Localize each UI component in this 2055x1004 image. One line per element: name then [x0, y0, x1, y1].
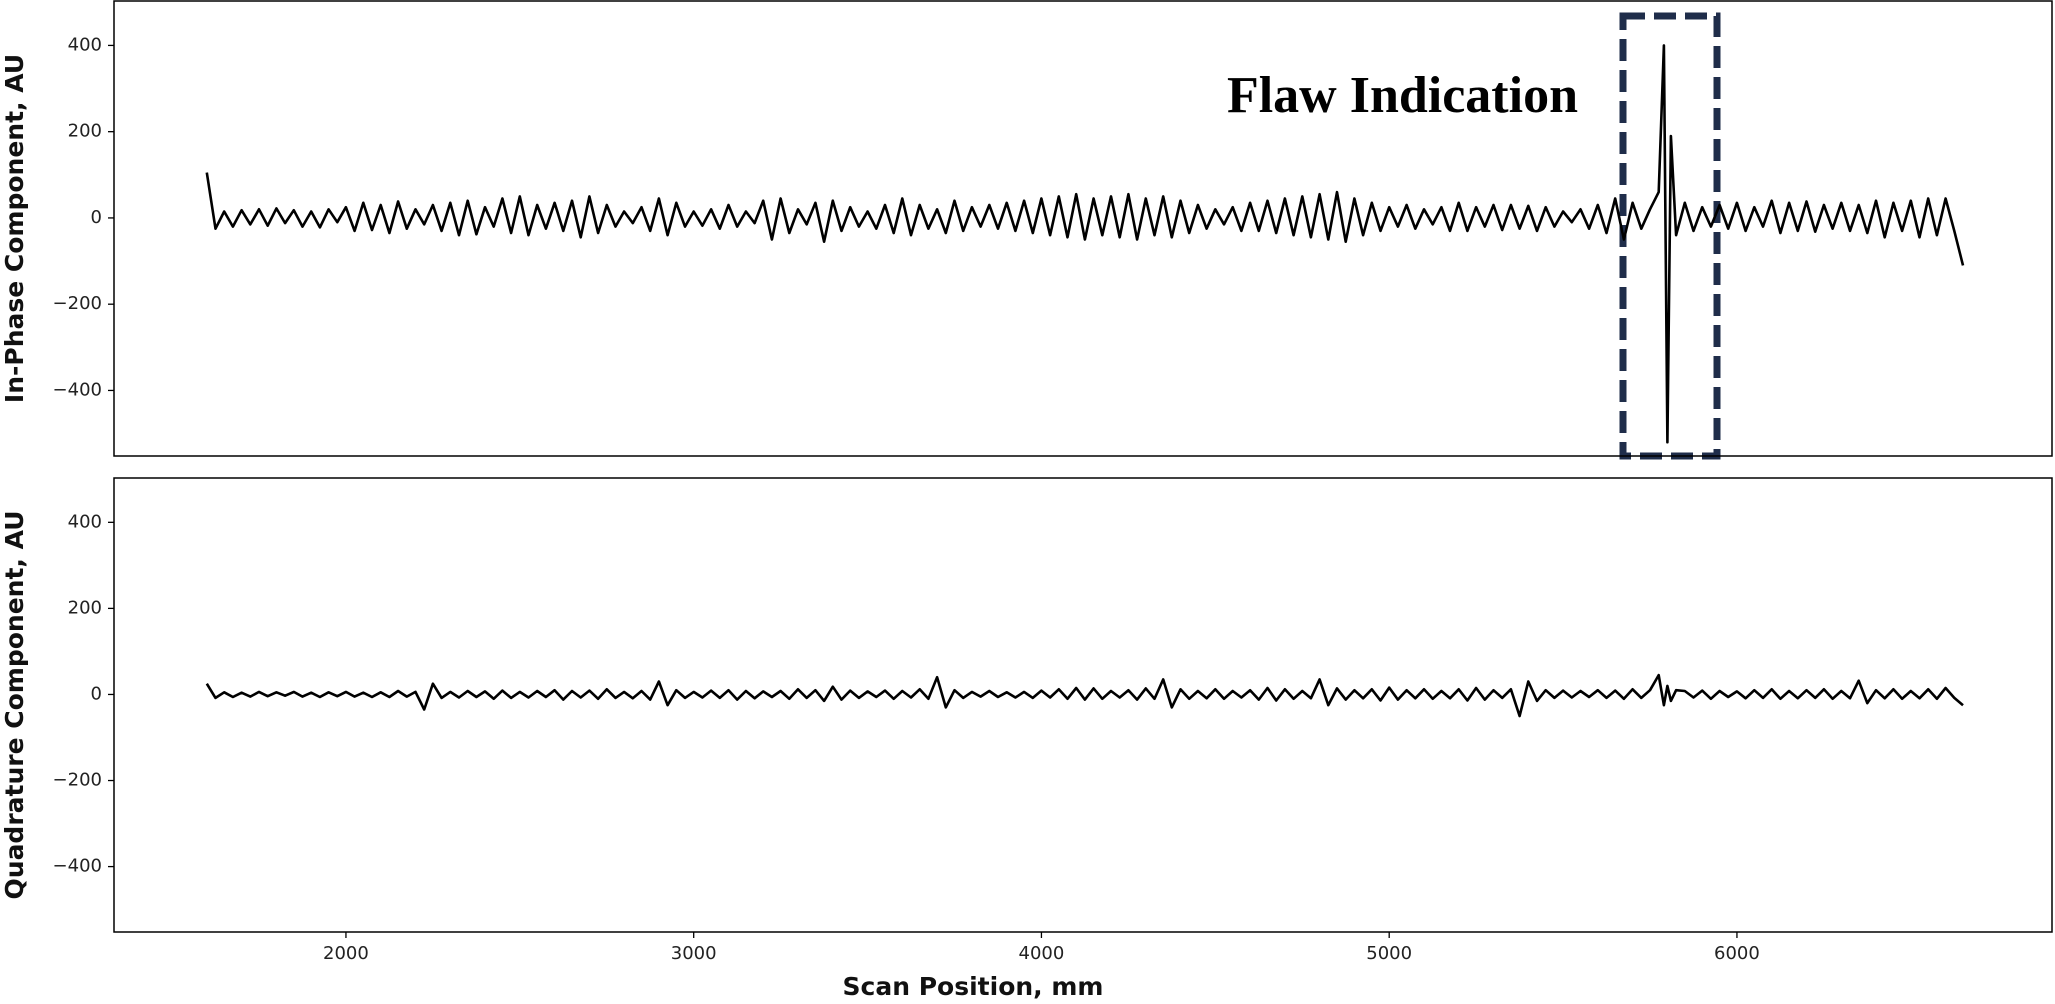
y-axis-label: In-Phase Component, AU: [0, 54, 29, 403]
y-tick-label: −400: [53, 379, 102, 400]
axes-frame: [113, 477, 2053, 933]
y-tick-label: −400: [53, 856, 102, 877]
axes-frame: [113, 0, 2053, 457]
x-axis-label: Scan Position, mm: [843, 972, 1104, 1001]
x-tick-label: 5000: [1366, 943, 1412, 964]
y-tick-label: −200: [53, 770, 102, 791]
y-tick-label: 0: [91, 683, 102, 704]
signal-line: [205, 44, 1965, 444]
annotation: Flaw Indication: [1227, 67, 1578, 124]
x-tick-label: 2000: [323, 943, 369, 964]
y-tick-label: 400: [68, 511, 102, 532]
x-tick-label: 4000: [1019, 943, 1065, 964]
y-tick-label: 200: [68, 121, 102, 142]
y-tick-label: 400: [68, 34, 102, 55]
y-tick-label: 0: [91, 207, 102, 228]
y-tick-label: −200: [53, 293, 102, 314]
x-tick-label: 3000: [671, 943, 717, 964]
signal-line: [205, 673, 1964, 718]
y-tick-label: 200: [68, 597, 102, 618]
x-tick-label: 6000: [1714, 943, 1760, 964]
y-axis-label: Quadrature Component, AU: [0, 511, 29, 900]
